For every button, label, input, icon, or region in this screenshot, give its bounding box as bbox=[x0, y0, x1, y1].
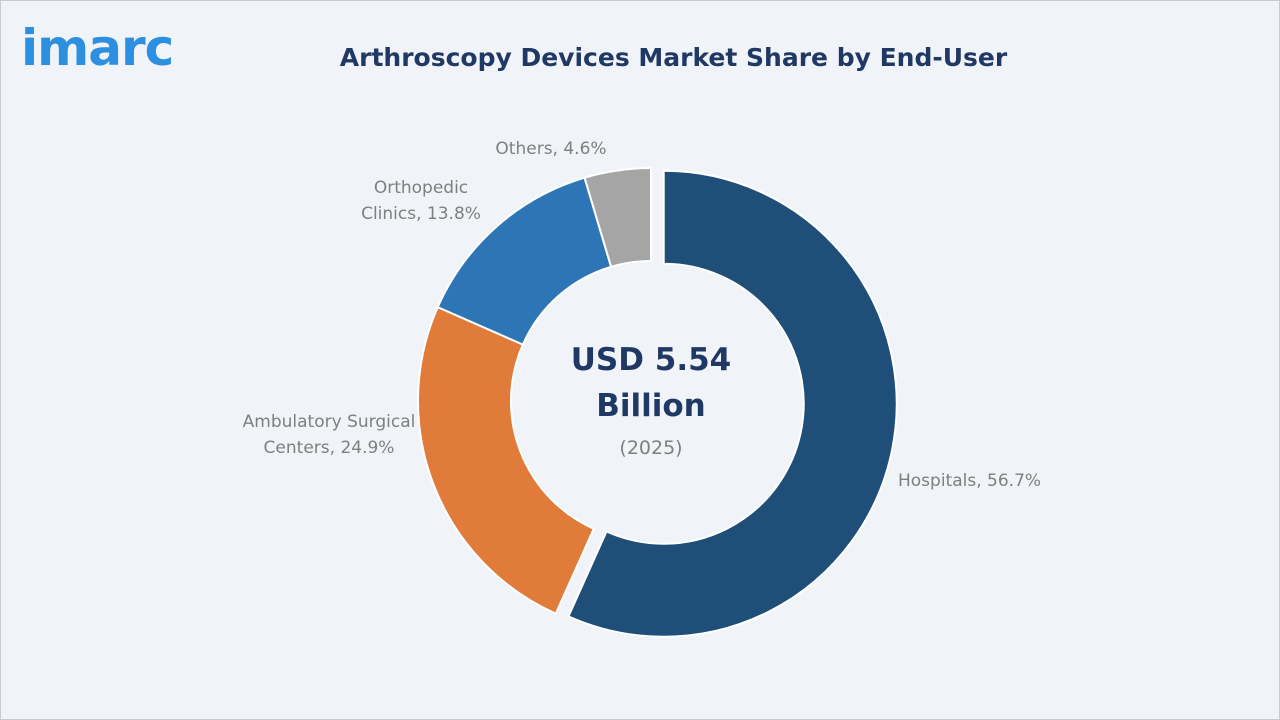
donut-slice bbox=[417, 305, 596, 615]
chart-title: Arthroscopy Devices Market Share by End-… bbox=[339, 43, 1008, 72]
center-title: USD 5.54 Billion bbox=[570, 342, 732, 424]
slice-label: Others, 4.6% bbox=[471, 136, 631, 162]
center-subtitle: (2025) bbox=[619, 437, 683, 459]
slice-label: Ambulatory Surgical Centers, 24.9% bbox=[239, 409, 419, 461]
center-label: USD 5.54 Billion (2025) bbox=[541, 337, 761, 459]
category-label: Others, bbox=[495, 139, 558, 159]
donut-slice bbox=[583, 166, 652, 269]
value-label: 56.7% bbox=[987, 471, 1042, 491]
slice-label: Orthopedic Clinics, 13.8% bbox=[341, 175, 501, 227]
value-label: 24.9% bbox=[340, 438, 395, 458]
donut-slice bbox=[567, 169, 898, 638]
category-label: Orthopedic Clinics, bbox=[361, 178, 469, 224]
category-label: Hospitals, bbox=[898, 471, 982, 491]
slice-label: Hospitals, 56.7% bbox=[898, 468, 1098, 494]
value-label: 4.6% bbox=[563, 139, 607, 159]
logo: imarc bbox=[21, 19, 174, 77]
value-label: 13.8% bbox=[426, 204, 481, 224]
category-label: Ambulatory Surgical Centers, bbox=[242, 412, 416, 458]
